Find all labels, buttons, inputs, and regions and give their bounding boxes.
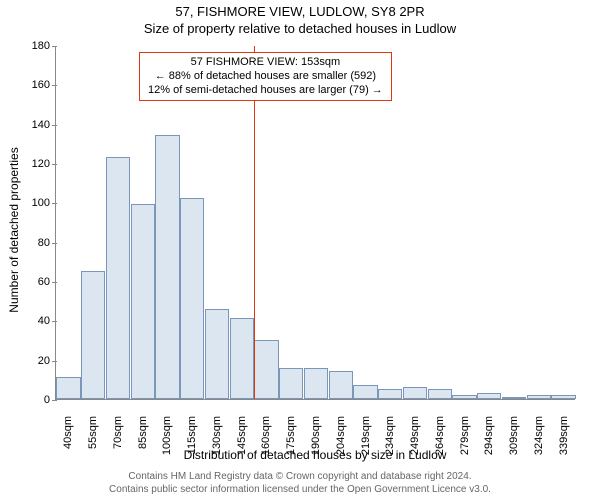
footer-line-2: Contains public sector information licen… (109, 483, 491, 496)
histogram-bar (254, 340, 278, 399)
x-tick-label: 70sqm (112, 408, 124, 449)
x-axis-label: Distribution of detached houses by size … (184, 448, 447, 462)
histogram-bar (205, 309, 229, 399)
histogram-bar (131, 204, 155, 399)
histogram-bar (353, 385, 377, 399)
x-tick-label: 324sqm (533, 408, 545, 455)
histogram-bar (329, 371, 353, 399)
y-tick-label: 180 (32, 40, 56, 52)
histogram-bar (502, 397, 526, 399)
histogram-bar (527, 395, 551, 399)
y-axis-label: Number of detached properties (7, 147, 21, 312)
y-tick-label: 120 (32, 158, 56, 170)
chart-area: 02040608010012014016018040sqm55sqm70sqm8… (55, 46, 575, 400)
x-tick-label: 309sqm (508, 408, 520, 455)
y-tick-label: 140 (32, 119, 56, 131)
y-tick-label: 60 (38, 276, 56, 288)
plot-area: 02040608010012014016018040sqm55sqm70sqm8… (55, 46, 575, 400)
histogram-bar (56, 377, 80, 399)
x-tick-label: 339sqm (558, 408, 570, 455)
callout-box: 57 FISHMORE VIEW: 153sqm← 88% of detache… (139, 52, 392, 101)
callout-line-1: 57 FISHMORE VIEW: 153sqm (148, 56, 383, 70)
x-tick-label: 294sqm (483, 408, 495, 455)
x-tick-label: 55sqm (87, 408, 99, 449)
histogram-bar (403, 387, 427, 399)
histogram-bar (304, 368, 328, 399)
page-title: 57, FISHMORE VIEW, LUDLOW, SY8 2PR (0, 4, 600, 19)
callout-line-3: 12% of semi-detached houses are larger (… (148, 84, 383, 98)
callout-line-2: ← 88% of detached houses are smaller (59… (148, 70, 383, 84)
histogram-bar (180, 198, 204, 399)
x-tick-label: 40sqm (62, 408, 74, 449)
y-tick-label: 80 (38, 237, 56, 249)
x-tick-label: 279sqm (459, 408, 471, 455)
footer-attribution: Contains HM Land Registry data © Crown c… (109, 470, 491, 496)
histogram-bar (428, 389, 452, 399)
x-tick-label: 85sqm (137, 408, 149, 449)
histogram-bar (378, 389, 402, 399)
y-tick-label: 0 (44, 394, 56, 406)
histogram-bar (477, 393, 501, 399)
footer-line-1: Contains HM Land Registry data © Crown c… (109, 470, 491, 483)
histogram-bar (155, 135, 179, 399)
y-tick-label: 100 (32, 197, 56, 209)
x-tick-label: 100sqm (161, 408, 173, 455)
y-tick-label: 40 (38, 315, 56, 327)
histogram-bar (81, 271, 105, 399)
histogram-bar (551, 395, 575, 399)
y-tick-label: 160 (32, 79, 56, 91)
y-tick-label: 20 (38, 355, 56, 367)
histogram-bar (452, 395, 476, 399)
page-subtitle: Size of property relative to detached ho… (0, 21, 600, 36)
histogram-bar (230, 318, 254, 399)
histogram-bar (279, 368, 303, 399)
histogram-bar (106, 157, 130, 399)
